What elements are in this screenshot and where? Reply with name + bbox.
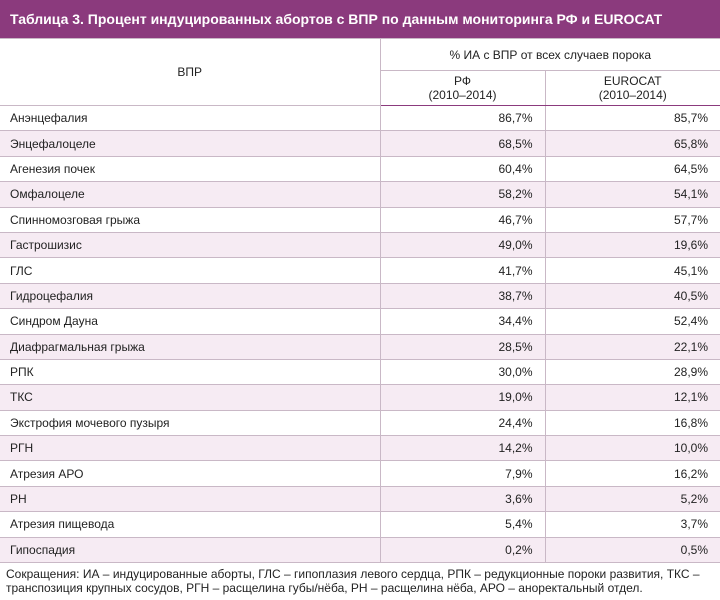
percent-cell: 5,4%: [379, 511, 546, 538]
defect-name: Анэнцефалия: [0, 104, 381, 132]
defect-name: Атрезия АРО: [0, 460, 381, 487]
percent-cell: 7,9%: [379, 460, 546, 487]
column-name: РФ: [454, 74, 471, 88]
column-period: (2010–2014): [598, 88, 667, 102]
table-row: Анэнцефалия 86,7% 85,7%: [0, 104, 720, 132]
column-header: РФ (2010–2014): [380, 70, 546, 106]
defect-name: Диафрагмальная грыжа: [0, 333, 381, 360]
row-header: ВПР: [0, 38, 381, 106]
percent-cell: 10,0%: [544, 435, 720, 462]
header-row: ВПР % ИА с ВПР от всех случаев порока: [0, 38, 720, 106]
defect-name: РН: [0, 485, 381, 513]
percent-cell: 0,5%: [544, 536, 720, 564]
defect-name: Гипоспадия: [0, 536, 381, 564]
defect-name: ГЛС: [0, 257, 381, 284]
percent-cell: 49,0%: [379, 231, 546, 259]
table-row: Гастрошизис 49,0% 19,6%: [0, 231, 720, 259]
table-row: Спинномозговая грыжа 46,7% 57,7%: [0, 206, 720, 233]
percent-cell: 0,2%: [379, 536, 546, 564]
percent-cell: 34,4%: [379, 308, 546, 335]
table-row: Атрезия АРО 7,9% 16,2%: [0, 460, 720, 487]
table-row: Атрезия пищевода 5,4% 3,7%: [0, 511, 720, 538]
table-row: Омфалоцеле 58,2% 54,1%: [0, 181, 720, 208]
percent-cell: 12,1%: [544, 384, 720, 411]
column-name: EUROCAT: [603, 74, 662, 88]
column-header: EUROCAT (2010–2014): [544, 70, 720, 106]
defect-name: Спинномозговая грыжа: [0, 206, 381, 233]
percent-cell: 3,7%: [544, 511, 720, 538]
table-row: РПК 30,0% 28,9%: [0, 358, 720, 386]
defect-name: Атрезия пищевода: [0, 511, 381, 538]
percent-cell: 52,4%: [544, 308, 720, 335]
defect-name: Агенезия почек: [0, 155, 381, 183]
percent-cell: 28,9%: [544, 358, 720, 386]
table-row: ТКС 19,0% 12,1%: [0, 384, 720, 411]
defect-name: РПК: [0, 358, 381, 386]
percent-cell: 54,1%: [544, 181, 720, 208]
table-row: РГН 14,2% 10,0%: [0, 435, 720, 462]
percent-cell: 16,8%: [544, 409, 720, 437]
table-row: Агенезия почек 60,4% 64,5%: [0, 155, 720, 183]
column-period: (2010–2014): [428, 88, 497, 102]
percent-cell: 41,7%: [379, 257, 546, 284]
table-row: Гипоспадия 0,2% 0,5%: [0, 536, 720, 564]
percent-cell: 65,8%: [544, 130, 720, 157]
percent-cell: 14,2%: [379, 435, 546, 462]
percent-cell: 85,7%: [544, 104, 720, 132]
data-table: ВПР % ИА с ВПР от всех случаев порока РФ…: [0, 38, 720, 564]
percent-cell: 40,5%: [544, 282, 720, 310]
percent-cell: 3,6%: [379, 485, 546, 513]
defect-name: РГН: [0, 435, 381, 462]
percent-cell: 22,1%: [544, 333, 720, 360]
percent-cell: 60,4%: [379, 155, 546, 183]
percent-cell: 68,5%: [379, 130, 546, 157]
table-row: Синдром Дауна 34,4% 52,4%: [0, 308, 720, 335]
header-row: РФ (2010–2014) EUROCAT (2010–2014): [0, 70, 720, 106]
defect-name: Омфалоцеле: [0, 181, 381, 208]
percent-cell: 24,4%: [379, 409, 546, 437]
defect-name: ТКС: [0, 384, 381, 411]
table-row: Гидроцефалия 38,7% 40,5%: [0, 282, 720, 310]
percent-cell: 58,2%: [379, 181, 546, 208]
percent-cell: 30,0%: [379, 358, 546, 386]
percent-cell: 45,1%: [544, 257, 720, 284]
table-body: Анэнцефалия 86,7% 85,7% Энцефалоцеле 68,5% 65…: [0, 104, 720, 564]
defect-name: Экстрофия мочевого пузыря: [0, 409, 381, 437]
table-row: РН 3,6% 5,2%: [0, 485, 720, 513]
defect-name: Синдром Дауна: [0, 308, 381, 335]
percent-cell: 16,2%: [544, 460, 720, 487]
percent-cell: 5,2%: [544, 485, 720, 513]
table-row: Энцефалоцеле 68,5% 65,8%: [0, 130, 720, 157]
defect-name: Гастрошизис: [0, 231, 381, 259]
percent-cell: 38,7%: [379, 282, 546, 310]
table-row: ГЛС 41,7% 45,1%: [0, 257, 720, 284]
percent-cell: 19,0%: [379, 384, 546, 411]
percent-cell: 46,7%: [379, 206, 546, 233]
defect-name: Гидроцефалия: [0, 282, 381, 310]
percent-cell: 28,5%: [379, 333, 546, 360]
percent-cell: 19,6%: [544, 231, 720, 259]
table-row: Экстрофия мочевого пузыря 24,4% 16,8%: [0, 409, 720, 437]
percent-cell: 64,5%: [544, 155, 720, 183]
footnote: Сокращения: ИА – индуцированные аборты, …: [6, 567, 700, 596]
table-title: Таблица 3. Процент индуцированных аборто…: [0, 0, 720, 38]
percent-cell: 57,7%: [544, 206, 720, 233]
table-row: Диафрагмальная грыжа 28,5% 22,1%: [0, 333, 720, 360]
group-header: % ИА с ВПР от всех случаев порока: [379, 38, 720, 71]
defect-name: Энцефалоцеле: [0, 130, 381, 157]
percent-cell: 86,7%: [379, 104, 546, 132]
